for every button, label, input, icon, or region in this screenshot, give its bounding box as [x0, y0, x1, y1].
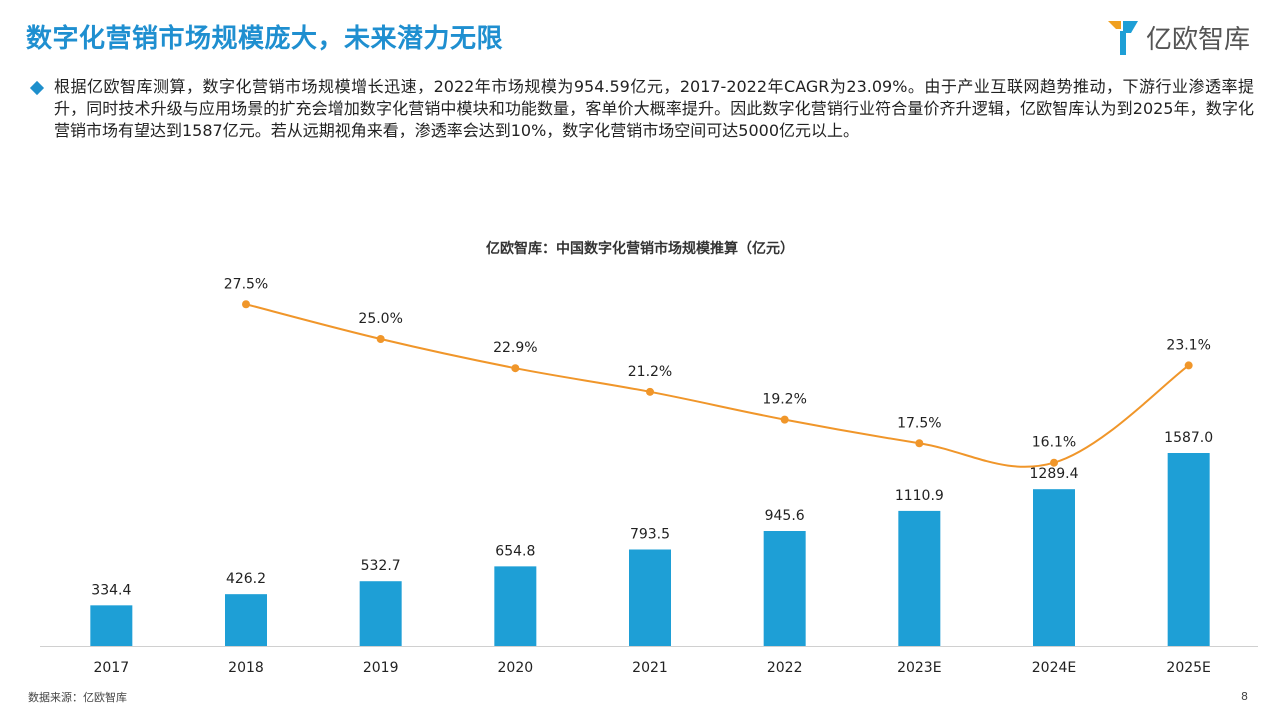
growth-rate-point-2018: [242, 300, 250, 309]
bar-value-label-2023E: 1110.9: [895, 488, 944, 504]
bar-value-label-2019: 532.7: [361, 558, 401, 574]
page-number: 8: [1241, 690, 1248, 703]
growth-rate-label-2023E: 17.5%: [897, 415, 941, 431]
x-tick-label-2025E: 2025E: [1166, 660, 1210, 676]
logo-text: 亿欧智库: [1145, 24, 1250, 55]
bar-value-label-2022: 945.6: [765, 508, 805, 524]
growth-rate-label-2020: 22.9%: [493, 340, 537, 356]
x-tick-label-2023E: 2023E: [897, 660, 941, 676]
x-tick-label-2018: 2018: [228, 660, 264, 676]
growth-rate-point-2025E: [1184, 361, 1193, 370]
growth-rate-point-2022: [780, 415, 789, 424]
summary-paragraph: 根据亿欧智库测算，数字化营销市场规模增长迅速，2022年市场规模为954.59亿…: [29, 76, 1254, 142]
bar-2025E: [1167, 453, 1210, 646]
x-tick-label-2019: 2019: [363, 660, 399, 676]
growth-rate-label-2019: 25.0%: [358, 311, 402, 327]
summary-text: 根据亿欧智库测算，数字化营销市场规模增长迅速，2022年市场规模为954.59亿…: [54, 77, 1254, 140]
growth-rate-label-2025E: 23.1%: [1166, 337, 1210, 353]
x-tick-label-2024E: 2024E: [1032, 660, 1076, 676]
chart-title: 亿欧智库：中国数字化营销市场规模推算（亿元）: [486, 240, 794, 257]
page-title: 数字化营销市场规模庞大，未来潜力无限: [26, 24, 504, 54]
x-tick-label-2021: 2021: [632, 660, 668, 676]
growth-rate-label-2024E: 16.1%: [1032, 435, 1076, 451]
bar-value-label-2025E: 1587.0: [1164, 430, 1213, 446]
growth-rate-point-2024E: [1050, 458, 1058, 467]
growth-rate-point-2019: [376, 335, 385, 343]
x-tick-label-2017: 2017: [94, 660, 130, 676]
growth-rate-point-2023E: [915, 439, 924, 448]
bar-value-label-2024E: 1289.4: [1030, 466, 1079, 482]
bar-value-label-2021: 793.5: [630, 527, 670, 543]
bar-2018: [225, 594, 267, 646]
data-source: 数据来源：亿欧智库: [28, 691, 127, 704]
growth-rate-point-2021: [646, 387, 654, 396]
company-logo: 亿欧智库: [1106, 16, 1250, 58]
bar-value-label-2018: 426.2: [226, 571, 266, 587]
growth-rate-label-2018: 27.5%: [224, 276, 268, 292]
x-tick-label-2022: 2022: [767, 660, 803, 676]
growth-rate-point-2020: [511, 364, 520, 373]
bar-2021: [629, 549, 671, 646]
bar-2024E: [1033, 489, 1075, 646]
bar-2019: [359, 581, 402, 646]
x-tick-label-2020: 2020: [498, 660, 534, 676]
bar-2022: [763, 531, 806, 646]
logo-mark-icon: [1107, 21, 1138, 55]
bar-2023E: [898, 510, 941, 646]
bar-value-label-2020: 654.8: [495, 543, 535, 559]
bar-2020: [494, 566, 537, 646]
growth-rate-label-2021: 21.2%: [628, 364, 672, 380]
growth-rate-label-2022: 19.2%: [762, 392, 806, 408]
bar-2017: [90, 605, 133, 646]
bar-value-label-2017: 334.4: [91, 582, 131, 598]
